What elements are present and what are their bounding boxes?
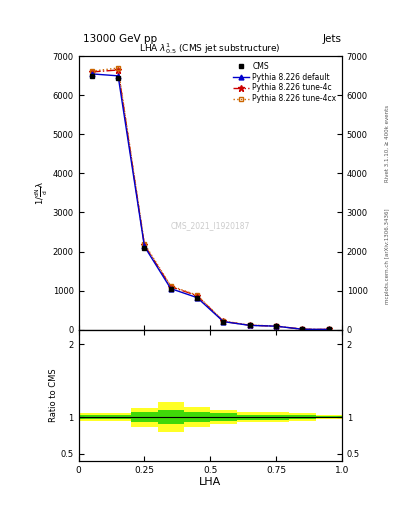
Pythia 8.226 default (326, 326, 331, 332)
Line: Pythia 8.226 default: Pythia 8.226 default (89, 72, 331, 332)
Pythia 8.226 tune-4cx (326, 326, 331, 332)
CMS (274, 323, 278, 329)
Pythia 8.226 tune-4c (274, 323, 278, 329)
Pythia 8.226 tune-4c (221, 318, 226, 325)
Pythia 8.226 tune-4cx (168, 283, 173, 289)
Text: Rivet 3.1.10, ≥ 400k events: Rivet 3.1.10, ≥ 400k events (385, 105, 389, 182)
Pythia 8.226 tune-4c (90, 69, 94, 75)
Pythia 8.226 default (248, 323, 252, 329)
Text: mcplots.cern.ch [arXiv:1306.3436]: mcplots.cern.ch [arXiv:1306.3436] (385, 208, 389, 304)
CMS (195, 294, 200, 301)
Pythia 8.226 default (274, 323, 278, 329)
CMS (142, 245, 147, 251)
Pythia 8.226 default (168, 286, 173, 292)
Pythia 8.226 tune-4c (116, 67, 120, 73)
Pythia 8.226 tune-4cx (116, 65, 120, 71)
Pythia 8.226 default (90, 71, 94, 77)
CMS (90, 73, 94, 79)
X-axis label: LHA: LHA (199, 477, 221, 487)
Pythia 8.226 tune-4c (195, 292, 200, 298)
Title: LHA $\lambda^{1}_{0.5}$ (CMS jet substructure): LHA $\lambda^{1}_{0.5}$ (CMS jet substru… (140, 41, 281, 56)
Pythia 8.226 tune-4cx (195, 292, 200, 298)
CMS (326, 326, 331, 332)
Pythia 8.226 tune-4cx (221, 318, 226, 324)
Pythia 8.226 tune-4c (248, 322, 252, 328)
Pythia 8.226 tune-4cx (300, 326, 305, 332)
Y-axis label: $\mathrm{1 / \frac{dN}{d}\lambda}$: $\mathrm{1 / \frac{dN}{d}\lambda}$ (33, 181, 50, 205)
Pythia 8.226 default (142, 243, 147, 249)
Pythia 8.226 tune-4cx (248, 322, 252, 328)
CMS (300, 326, 305, 332)
Pythia 8.226 tune-4c (168, 284, 173, 290)
Line: Pythia 8.226 tune-4cx: Pythia 8.226 tune-4cx (89, 66, 331, 332)
Pythia 8.226 tune-4cx (90, 68, 94, 74)
CMS (168, 286, 173, 292)
Pythia 8.226 default (300, 326, 305, 332)
CMS (221, 318, 226, 325)
Y-axis label: Ratio to CMS: Ratio to CMS (49, 369, 58, 422)
Text: Jets: Jets (323, 33, 342, 44)
Text: 13000 GeV pp: 13000 GeV pp (83, 33, 157, 44)
Pythia 8.226 tune-4c (326, 326, 331, 332)
Pythia 8.226 default (221, 318, 226, 325)
CMS (248, 322, 252, 328)
Pythia 8.226 tune-4c (142, 242, 147, 248)
Pythia 8.226 tune-4c (300, 326, 305, 332)
Text: CMS_2021_I1920187: CMS_2021_I1920187 (171, 221, 250, 230)
Pythia 8.226 tune-4cx (142, 241, 147, 247)
Line: CMS: CMS (89, 73, 331, 332)
Legend: CMS, Pythia 8.226 default, Pythia 8.226 tune-4c, Pythia 8.226 tune-4cx: CMS, Pythia 8.226 default, Pythia 8.226 … (231, 60, 338, 105)
Pythia 8.226 default (116, 73, 120, 79)
Line: Pythia 8.226 tune-4c: Pythia 8.226 tune-4c (89, 67, 332, 333)
CMS (116, 75, 120, 81)
Pythia 8.226 default (195, 294, 200, 301)
Pythia 8.226 tune-4cx (274, 323, 278, 329)
